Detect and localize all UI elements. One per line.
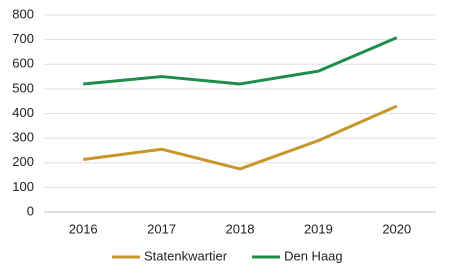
y-tick-label: 700 (12, 31, 34, 46)
line-series (83, 104, 398, 171)
x-tick-label: 2017 (147, 221, 176, 236)
y-tick-label: 800 (12, 6, 34, 21)
y-tick-label: 200 (12, 154, 34, 169)
x-tick-label: 2019 (304, 221, 333, 236)
y-tick-label: 600 (12, 56, 34, 71)
line-series (83, 36, 398, 86)
y-tick-label: 0 (27, 203, 34, 218)
legend-label: Den Haag (284, 248, 343, 263)
x-tick-label: 2020 (382, 221, 411, 236)
y-tick-label: 400 (12, 105, 34, 120)
y-tick-label: 300 (12, 130, 34, 145)
y-tick-label: 500 (12, 80, 34, 95)
x-tick-label: 2016 (69, 221, 98, 236)
y-tick-label: 100 (12, 179, 34, 194)
x-tick-label: 2018 (226, 221, 255, 236)
legend-label: Statenkwartier (144, 248, 228, 263)
